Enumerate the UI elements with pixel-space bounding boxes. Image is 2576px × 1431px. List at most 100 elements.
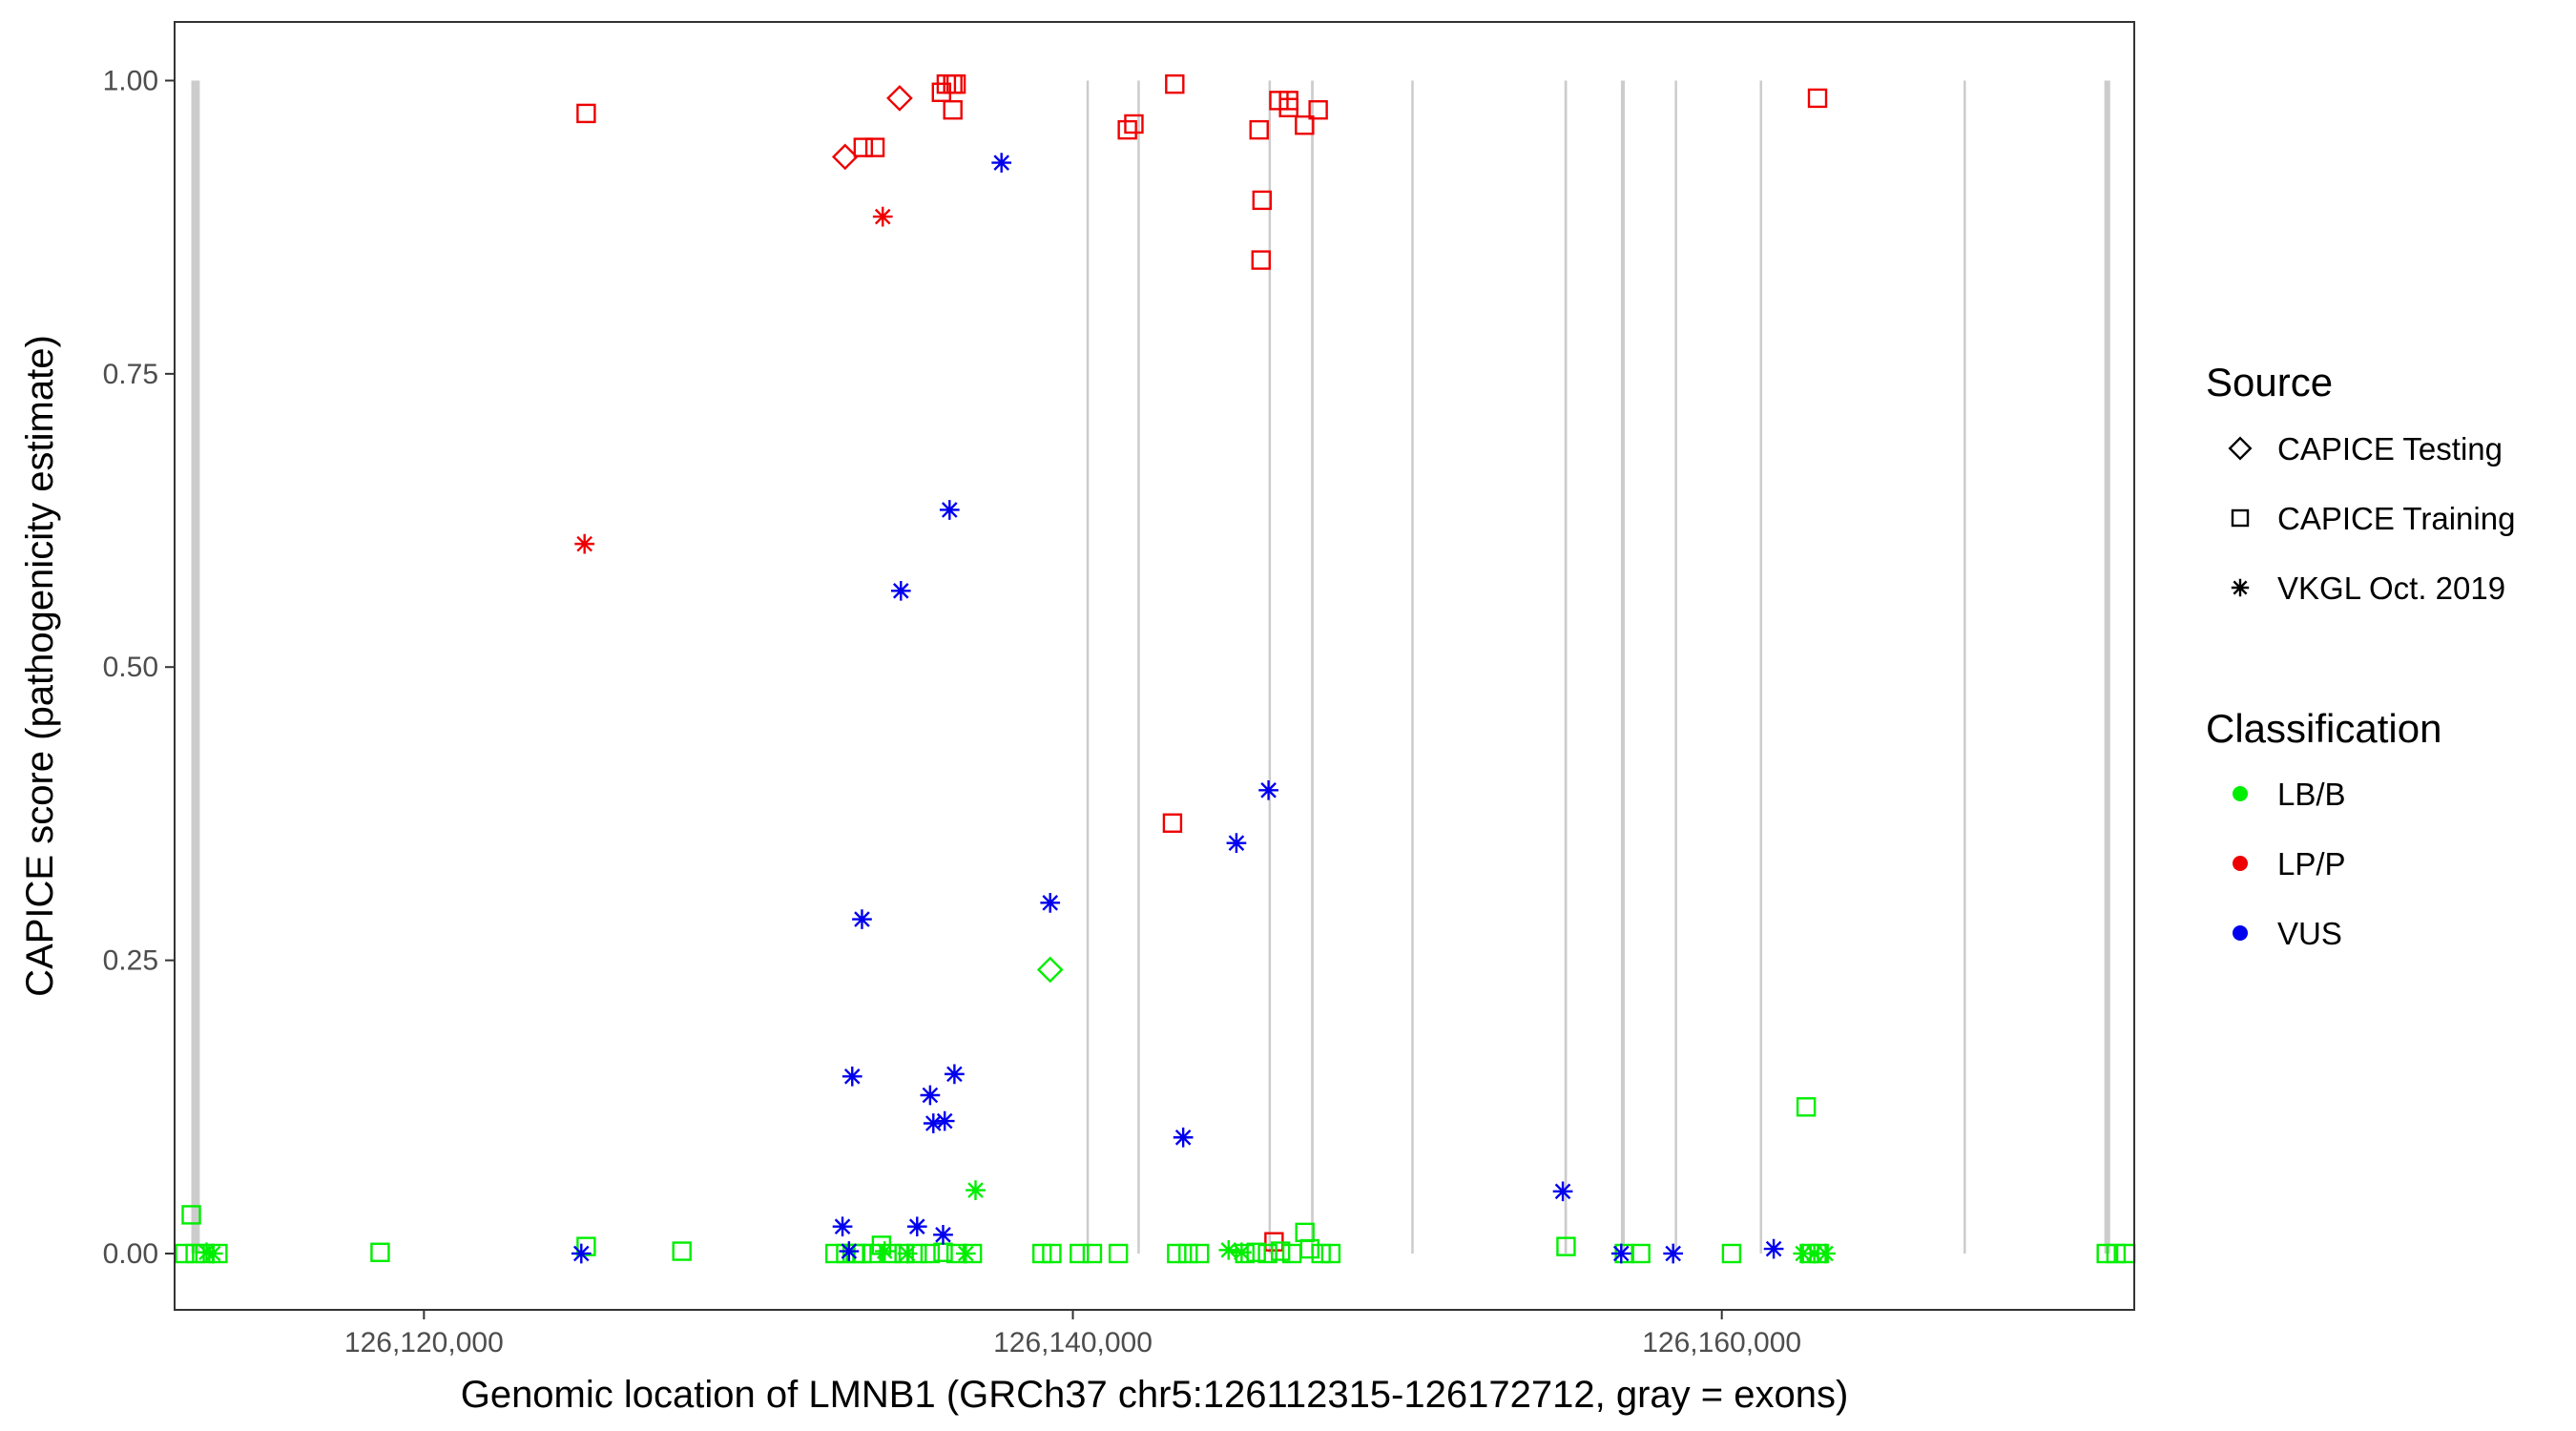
point-capice-training-lp-p-1 (576, 103, 596, 124)
exon-8 (1620, 80, 1626, 1254)
x-tick-label: 126,160,000 (1642, 1327, 1801, 1358)
point-vkgl-oct-2019-vus-18 (1552, 1181, 1573, 1202)
point-capice-training-lp-p-14 (1252, 190, 1272, 211)
point-capice-training-lp-p-9 (1117, 119, 1137, 140)
exon-1 (191, 80, 200, 1254)
point-capice-training-lb-b-30 (1235, 1243, 1255, 1264)
point-capice-training-lb-b-18 (920, 1243, 941, 1264)
y-tick-label: 1.00 (103, 65, 158, 96)
point-capice-training-lp-p-17 (1278, 91, 1298, 111)
point-vkgl-oct-2019-vus-17 (1258, 779, 1278, 800)
point-capice-training-lb-b-32 (1257, 1243, 1278, 1264)
legend-source-key-asterisk (2231, 578, 2250, 597)
point-capice-training-lp-p-12 (1162, 813, 1183, 833)
point-vkgl-oct-2019-vus-1 (571, 1243, 592, 1264)
point-vkgl-oct-2019-lb-b-6 (966, 1180, 986, 1200)
legend-source-label: VKGL Oct. 2019 (2277, 570, 2505, 606)
point-vkgl-oct-2019-vus-6 (906, 1216, 927, 1237)
point-vkgl-oct-2019-vus-3 (841, 1066, 862, 1087)
exon-12 (2104, 80, 2110, 1254)
point-vkgl-oct-2019-vus-21 (1763, 1238, 1784, 1259)
y-axis: 0.00 0.25 0.50 0.75 1.00 (103, 65, 175, 1270)
panel-border (174, 21, 2135, 1311)
point-capice-training-lp-p-19 (1295, 114, 1315, 135)
point-capice-training-lp-p-3 (864, 137, 885, 157)
point-vkgl-oct-2019-vus-20 (1663, 1243, 1684, 1264)
point-capice-training-lp-p-16 (1269, 91, 1289, 111)
exon-11 (1963, 80, 1966, 1254)
legend-classification-dot (2233, 925, 2248, 941)
point-vkgl-oct-2019-lb-b-4 (897, 1243, 918, 1264)
point-capice-training-lb-b-26 (1108, 1243, 1129, 1264)
point-vkgl-oct-2019-lb-b-5 (955, 1243, 976, 1264)
point-capice-training-lb-b-29 (1189, 1243, 1210, 1264)
point-capice-training-lb-b-38 (1320, 1243, 1341, 1264)
point-vkgl-oct-2019-vus-8 (923, 1113, 944, 1133)
point-vkgl-oct-2019-vus-14 (1040, 893, 1061, 913)
exon-5 (1311, 80, 1314, 1254)
y-tick-label: 0.25 (103, 945, 158, 977)
point-vkgl-oct-2019-vus-11 (939, 500, 960, 520)
point-capice-training-lb-b-12 (852, 1243, 872, 1264)
exon-4 (1268, 80, 1272, 1254)
legend-source-label: CAPICE Testing (2277, 431, 2503, 467)
point-vkgl-oct-2019-lb-b-8 (1232, 1242, 1252, 1263)
point-capice-testing-lb-b-1 (1036, 956, 1064, 984)
y-tick-label: 0.75 (103, 359, 158, 390)
point-vkgl-oct-2019-vus-4 (852, 909, 872, 929)
point-capice-training-lb-b-42 (1721, 1243, 1742, 1264)
point-vkgl-oct-2019-lb-b-7 (1218, 1239, 1239, 1260)
point-capice-training-lb-b-41 (1631, 1243, 1651, 1264)
point-vkgl-oct-2019-lb-b-1 (197, 1242, 217, 1263)
exon-2 (1086, 80, 1090, 1254)
x-tick-label: 126,140,000 (993, 1327, 1153, 1358)
point-capice-training-lp-p-11 (1165, 73, 1185, 94)
legend-classification-label: LB/B (2277, 777, 2346, 812)
point-vkgl-oct-2019-lb-b-10 (1804, 1243, 1824, 1264)
point-capice-training-lb-b-7 (576, 1236, 596, 1256)
point-capice-training-lb-b-8 (672, 1241, 692, 1261)
point-capice-training-lp-p-10 (1124, 114, 1144, 135)
points-layer (175, 73, 2136, 1264)
legend-source-key-square (2231, 508, 2250, 528)
point-capice-training-lb-b-37 (1311, 1243, 1331, 1264)
point-capice-training-lp-p-7 (945, 73, 966, 94)
point-vkgl-oct-2019-vus-12 (945, 1064, 965, 1085)
point-vkgl-oct-2019-vus-19 (1610, 1243, 1631, 1264)
point-vkgl-oct-2019-vus-7 (920, 1085, 941, 1106)
point-capice-testing-lp-p-2 (886, 85, 913, 112)
exon-3 (1137, 80, 1140, 1254)
point-vkgl-oct-2019-vus-16 (1226, 833, 1247, 854)
y-tick-label: 0.50 (103, 652, 158, 683)
point-capice-training-lp-p-20 (1308, 100, 1328, 120)
point-capice-training-lb-b-6 (370, 1242, 390, 1262)
point-capice-training-lb-b-22 (1032, 1243, 1052, 1264)
point-vkgl-oct-2019-vus-10 (933, 1224, 953, 1245)
point-vkgl-oct-2019-vus-15 (1173, 1127, 1194, 1148)
exon-6 (1411, 80, 1414, 1254)
point-vkgl-oct-2019-lb-b-9 (1793, 1243, 1814, 1264)
point-vkgl-oct-2019-vus-2 (832, 1216, 853, 1237)
point-capice-training-lb-b-48 (2115, 1243, 2136, 1264)
point-vkgl-oct-2019-lb-b-11 (1816, 1243, 1836, 1264)
point-capice-training-lb-b-33 (1270, 1241, 1291, 1261)
point-vkgl-oct-2019-vus-13 (991, 153, 1012, 173)
point-capice-training-lb-b-2 (181, 1205, 201, 1225)
point-capice-training-lb-b-19 (933, 1242, 953, 1262)
point-capice-training-lb-b-24 (1070, 1243, 1090, 1264)
point-capice-training-lb-b-46 (2096, 1243, 2116, 1264)
point-capice-training-lp-p-2 (853, 137, 874, 157)
point-capice-testing-lp-p-1 (831, 143, 859, 171)
point-vkgl-oct-2019-vus-5 (890, 580, 911, 601)
point-capice-training-lb-b-25 (1082, 1243, 1103, 1264)
point-vkgl-oct-2019-vus-9 (934, 1110, 955, 1131)
point-vkgl-oct-2019-lb-b-3 (874, 1241, 895, 1261)
point-capice-training-lb-b-1 (175, 1243, 195, 1264)
point-capice-training-lp-p-15 (1251, 250, 1271, 270)
point-capice-training-lp-p-8 (943, 100, 963, 120)
point-capice-training-lb-b-28 (1178, 1243, 1198, 1264)
legend-classification-dot (2233, 856, 2248, 871)
point-capice-training-lb-b-47 (2106, 1243, 2127, 1264)
